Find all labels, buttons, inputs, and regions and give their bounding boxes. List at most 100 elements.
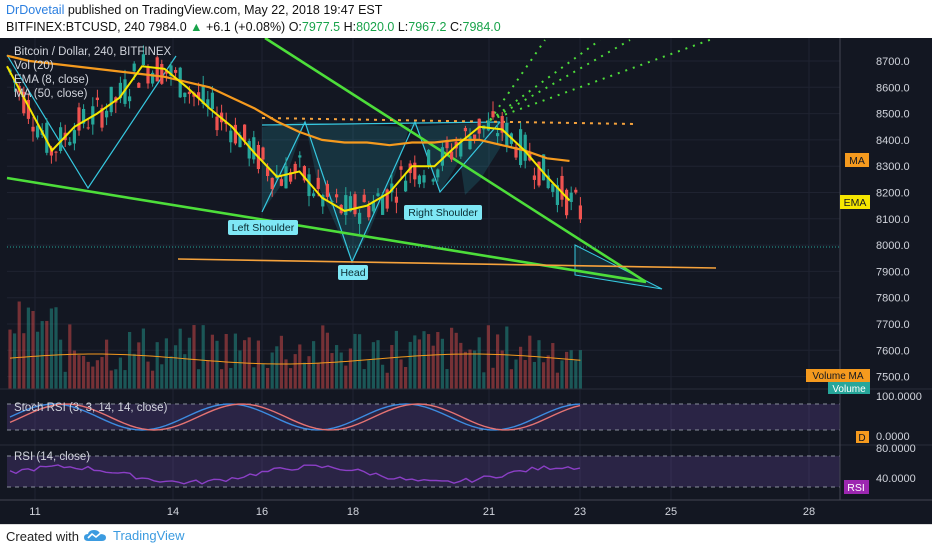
candle-body bbox=[399, 166, 403, 170]
ma-badge-text: MA bbox=[849, 155, 865, 167]
rsi-tick-80: 80.0000 bbox=[876, 443, 916, 455]
author-link[interactable]: DrDovetail bbox=[6, 3, 65, 17]
volume-bar bbox=[422, 331, 426, 389]
chart-legend: Bitcoin / Dollar, 240, BITFINEX Vol (20)… bbox=[14, 46, 172, 463]
price-tick-label: 8200.0 bbox=[876, 188, 910, 200]
candle-body bbox=[210, 92, 214, 110]
volume-bar bbox=[542, 362, 546, 389]
stoch-band bbox=[7, 404, 840, 430]
volume-bar bbox=[128, 331, 132, 389]
candle-body bbox=[215, 116, 219, 131]
volume-bar bbox=[500, 350, 504, 389]
pattern-outline bbox=[261, 120, 501, 264]
candle-body bbox=[247, 141, 251, 159]
high-value: 8020.0 bbox=[356, 20, 395, 34]
volume-bar bbox=[146, 361, 150, 389]
legend-ema: EMA (8, close) bbox=[14, 74, 89, 86]
candle-body bbox=[459, 142, 463, 157]
stoch-k-line bbox=[9, 403, 581, 431]
volume-bar bbox=[54, 307, 58, 389]
volume-bar bbox=[72, 350, 76, 389]
volume-bar bbox=[445, 369, 449, 389]
volume-bar bbox=[565, 351, 569, 389]
volume-bar bbox=[183, 354, 187, 389]
legend-vol: Vol (20) bbox=[14, 60, 54, 72]
candle-body bbox=[279, 179, 283, 186]
volume-bar bbox=[13, 333, 17, 389]
candle-body bbox=[302, 166, 306, 181]
candle-body bbox=[187, 91, 191, 95]
candle-body bbox=[344, 195, 348, 216]
low-label: L: bbox=[397, 20, 409, 34]
volume-bar bbox=[164, 338, 168, 389]
time-tick-label: 28 bbox=[803, 506, 815, 518]
volume-bar bbox=[192, 325, 196, 389]
volume-bar bbox=[220, 369, 224, 389]
support-line bbox=[177, 258, 717, 269]
volume-bar bbox=[63, 371, 67, 389]
volume-bar bbox=[302, 362, 306, 389]
volume-bar bbox=[59, 339, 63, 389]
candle-body bbox=[72, 130, 76, 144]
volume-bar bbox=[233, 333, 237, 389]
volume-bar bbox=[385, 372, 389, 389]
volume-bar bbox=[468, 349, 472, 389]
tradingview-logo[interactable]: TradingView bbox=[83, 528, 185, 543]
volume-bar bbox=[229, 368, 233, 389]
volume-bar bbox=[509, 369, 513, 389]
volume-bar bbox=[358, 334, 362, 389]
volume-bar bbox=[532, 361, 536, 389]
volume-bar bbox=[100, 357, 104, 389]
cloud-icon bbox=[84, 529, 106, 541]
price-tick-label: 8300.0 bbox=[876, 161, 910, 173]
projection-fan bbox=[489, 38, 716, 121]
candle-body bbox=[169, 65, 173, 76]
volume-bar bbox=[109, 370, 113, 389]
candle-body bbox=[574, 189, 578, 193]
candle-body bbox=[325, 183, 329, 197]
time-tick-label: 23 bbox=[574, 506, 586, 518]
ma-line bbox=[6, 54, 570, 163]
volume-bar bbox=[381, 364, 385, 389]
volume-bar bbox=[482, 372, 486, 389]
volume-bar bbox=[187, 337, 191, 389]
volume-bar bbox=[298, 344, 302, 389]
candle-body bbox=[537, 161, 541, 186]
volume-ma-badge: Volume MA bbox=[806, 369, 870, 382]
volume-bar bbox=[528, 335, 532, 389]
candle-body bbox=[385, 189, 389, 209]
price-chart[interactable]: Left Shoulder Head Right Shoulder 8700.0… bbox=[0, 38, 932, 524]
volume-bar bbox=[312, 341, 316, 389]
volume-bar bbox=[578, 350, 582, 389]
price-axis[interactable]: 8700.0 8600.0 8500.0 8400.0 8300.0 8200.0 8100… bbox=[876, 56, 910, 384]
volume-bar bbox=[316, 363, 320, 389]
candle-body bbox=[367, 205, 371, 218]
time-axis[interactable]: 11 14 16 18 21 23 25 28 bbox=[29, 506, 815, 518]
candle-body bbox=[523, 134, 527, 161]
candle-body bbox=[348, 196, 352, 212]
candle-body bbox=[555, 185, 559, 205]
volume-bar bbox=[560, 360, 564, 389]
price-tick-label: 7700.0 bbox=[876, 319, 910, 331]
candle-body bbox=[371, 201, 375, 212]
volume-bar bbox=[477, 337, 481, 389]
volume-bar bbox=[123, 370, 127, 389]
high-label: H: bbox=[343, 20, 357, 34]
price-tick-label: 7800.0 bbox=[876, 293, 910, 305]
volume-bar bbox=[68, 324, 72, 389]
candle-body bbox=[362, 194, 366, 203]
candle-body bbox=[330, 201, 334, 203]
rsi-line bbox=[9, 464, 581, 485]
candle-body bbox=[284, 166, 288, 189]
volume-bar bbox=[371, 342, 375, 389]
candle-body bbox=[141, 54, 145, 66]
price-tick-label: 8600.0 bbox=[876, 82, 910, 94]
volume-bar bbox=[496, 334, 500, 389]
grid bbox=[7, 38, 840, 500]
right-shoulder-label: Right Shoulder bbox=[404, 205, 482, 220]
volume-bar bbox=[105, 339, 109, 389]
candle-body bbox=[417, 175, 421, 185]
volume-bar bbox=[440, 338, 444, 389]
candle-body bbox=[289, 172, 293, 182]
candle-body bbox=[132, 63, 136, 72]
